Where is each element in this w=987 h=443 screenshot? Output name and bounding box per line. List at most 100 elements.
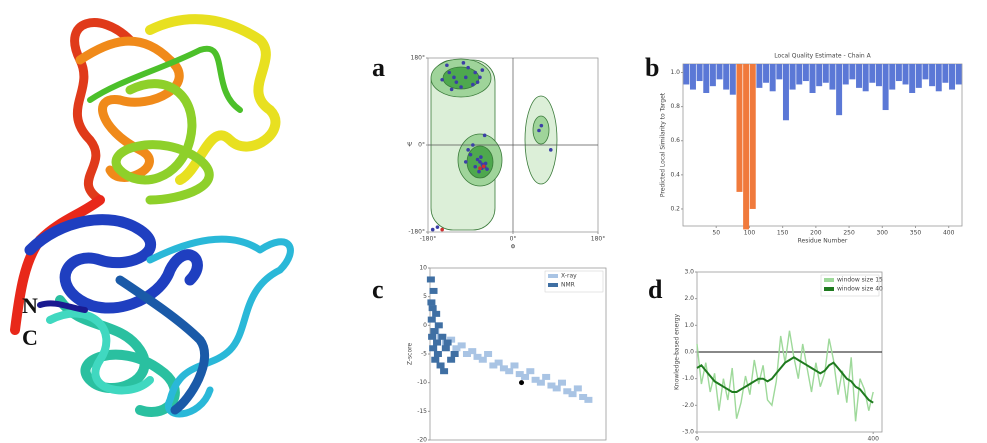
x-tick-label: 350 xyxy=(910,230,922,237)
line xyxy=(697,331,873,422)
x-tick-label: 200 xyxy=(810,230,822,237)
point xyxy=(428,334,436,340)
point xyxy=(440,78,444,82)
bar xyxy=(836,64,842,115)
n-terminus-label: N xyxy=(22,293,38,318)
legend-swatch xyxy=(548,283,558,287)
y-axis-label: Knowledge-based energy xyxy=(674,314,681,391)
bar xyxy=(816,64,822,86)
panel-label: d xyxy=(648,275,663,304)
point xyxy=(484,351,492,357)
point xyxy=(558,380,566,386)
point xyxy=(537,380,545,386)
y-tick-label: 0 xyxy=(423,322,427,329)
bar xyxy=(916,64,922,88)
point xyxy=(430,328,438,334)
x-tick-label: 400 xyxy=(867,436,879,443)
point xyxy=(440,228,444,232)
point xyxy=(482,164,486,168)
point xyxy=(505,368,513,374)
bar xyxy=(730,64,736,95)
bar xyxy=(876,64,882,86)
y-tick-label: 2.0 xyxy=(684,295,694,302)
point xyxy=(485,167,489,171)
point xyxy=(478,166,482,170)
legend-swatch xyxy=(824,278,834,282)
point xyxy=(542,374,550,380)
point xyxy=(428,317,436,323)
point xyxy=(510,362,518,368)
legend-label: NMR xyxy=(561,282,575,289)
bar xyxy=(743,64,749,229)
bar xyxy=(690,64,696,90)
point xyxy=(429,305,437,311)
x-tick-label: -180° xyxy=(420,236,437,243)
bar xyxy=(810,64,816,93)
bar xyxy=(929,64,935,86)
bar xyxy=(869,64,875,83)
point xyxy=(537,129,541,133)
bar xyxy=(896,64,902,81)
point xyxy=(430,288,438,294)
bar xyxy=(922,64,928,79)
bar xyxy=(956,64,962,84)
bar xyxy=(796,64,802,84)
y-tick-label: -3.0 xyxy=(682,429,694,436)
x-tick-label: 0 xyxy=(695,436,699,443)
y-tick-label: -180° xyxy=(408,229,425,236)
y-tick-label: 3.0 xyxy=(684,269,694,276)
point xyxy=(553,385,561,391)
bar xyxy=(683,64,689,84)
y-axis-label: Ψ xyxy=(407,142,412,149)
bar xyxy=(723,64,729,90)
point xyxy=(478,76,482,80)
y-tick-label: 0.0 xyxy=(684,349,694,356)
point xyxy=(477,170,481,174)
y-tick-label: 1.0 xyxy=(684,322,694,329)
point xyxy=(433,340,441,346)
point xyxy=(479,357,487,363)
x-tick-label: 100 xyxy=(744,230,756,237)
panel-label: b xyxy=(645,53,659,82)
point xyxy=(526,368,534,374)
point xyxy=(432,311,440,317)
highlight-point xyxy=(519,380,524,385)
point xyxy=(540,124,544,128)
point xyxy=(434,351,442,357)
point xyxy=(476,158,480,162)
point xyxy=(444,340,452,346)
point xyxy=(521,374,529,380)
y-tick-label: -5 xyxy=(421,351,427,358)
x-axis-label: Φ xyxy=(511,244,516,251)
legend-swatch xyxy=(548,274,558,278)
chart-title: Local Quality Estimate - Chain A xyxy=(774,53,871,60)
y-tick-label: -15 xyxy=(417,408,427,415)
bar xyxy=(783,64,789,120)
y-axis-label: Z-score xyxy=(407,343,414,366)
point xyxy=(549,148,553,152)
point xyxy=(574,385,582,391)
bar xyxy=(710,64,716,86)
point xyxy=(495,360,503,366)
point xyxy=(468,348,476,354)
bar xyxy=(936,64,942,91)
point xyxy=(447,357,455,363)
y-tick-label: 0.6 xyxy=(670,137,680,144)
point xyxy=(427,276,435,282)
point xyxy=(471,143,475,147)
legend-label: window size 15 xyxy=(837,277,883,284)
bar xyxy=(849,64,855,79)
ramachandran-regions xyxy=(431,59,557,230)
y-tick-label: 1.0 xyxy=(670,69,680,76)
point xyxy=(438,334,446,340)
bar xyxy=(889,64,895,90)
x-tick-label: 150 xyxy=(777,230,789,237)
point xyxy=(427,299,435,305)
y-tick-label: 0.4 xyxy=(670,171,680,178)
bar xyxy=(736,64,742,192)
bar xyxy=(903,64,909,84)
point xyxy=(442,345,450,351)
c-terminus-label: C xyxy=(22,325,38,350)
x-tick-label: 0° xyxy=(510,236,517,243)
bar xyxy=(883,64,889,110)
